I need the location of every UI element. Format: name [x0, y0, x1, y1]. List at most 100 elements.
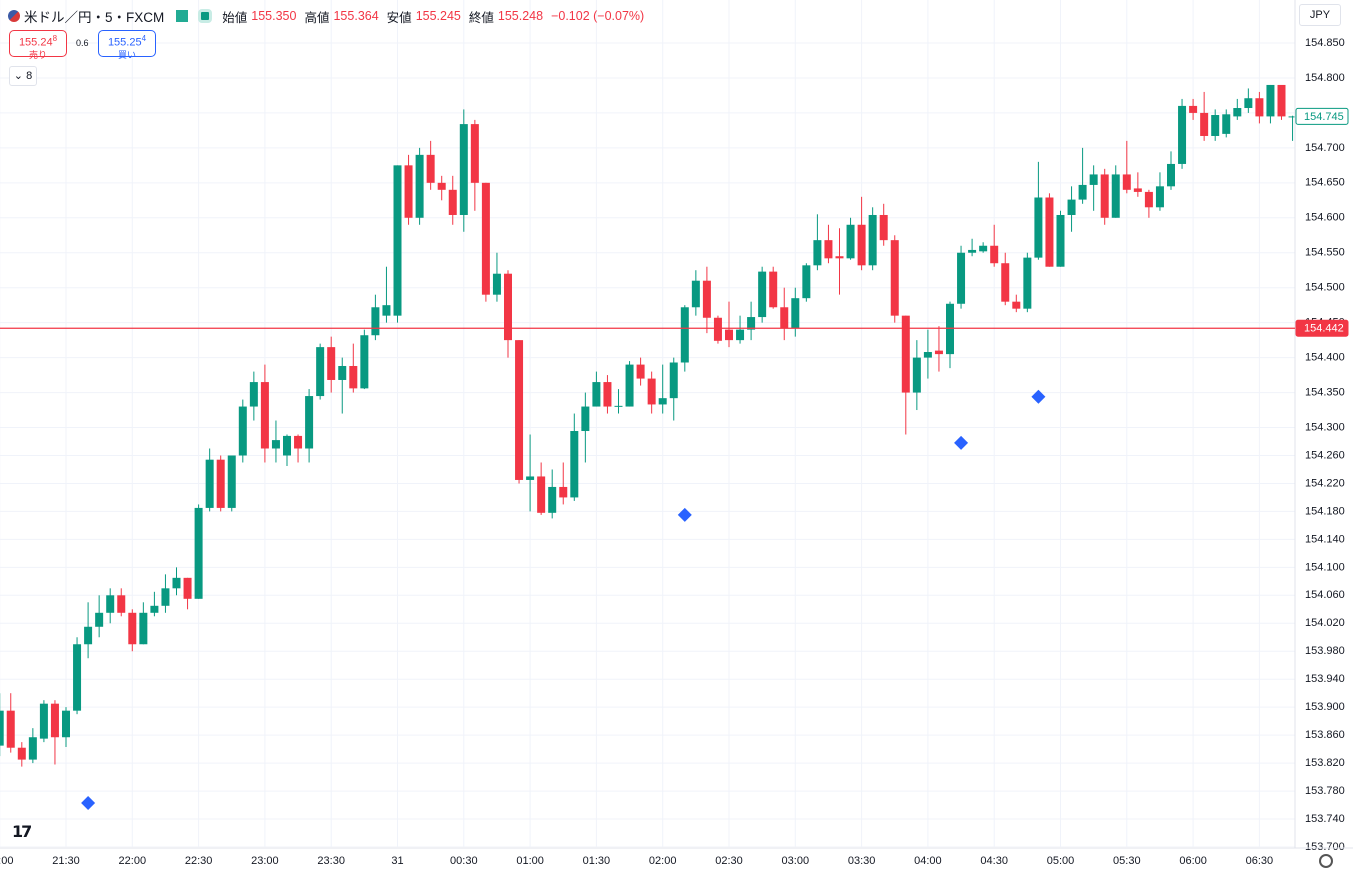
candle-body	[492, 273, 501, 295]
candle-body	[50, 703, 59, 738]
candle-body	[780, 307, 789, 329]
signal-marker	[954, 435, 969, 450]
x-tick-label: 04:30	[980, 855, 1008, 867]
candle-body	[459, 124, 468, 215]
currency-button[interactable]: JPY	[1299, 4, 1341, 26]
candle-body	[990, 245, 999, 264]
candle-body	[150, 605, 159, 613]
sell-label: 売り	[28, 49, 47, 60]
y-tick-label: 154.700	[1305, 142, 1345, 154]
y-tick-label: 154.350	[1305, 386, 1345, 398]
tv-logo: 17	[12, 822, 32, 841]
candle-body	[0, 710, 4, 746]
candle-body	[968, 249, 977, 253]
candle-body	[526, 476, 535, 480]
candle-body	[570, 431, 579, 498]
open-label: 始値	[222, 10, 248, 25]
candle-body	[515, 340, 524, 480]
candle-body	[1167, 163, 1175, 187]
candle-body	[371, 307, 380, 336]
y-tick-label: 154.550	[1305, 247, 1345, 259]
symbol[interactable]: 米ドル／円・5・FXCM	[24, 10, 165, 25]
candle-body	[1144, 191, 1153, 208]
x-tick-label: 05:00	[1047, 855, 1075, 867]
candle-body	[614, 405, 623, 407]
x-tick-label: 05:30	[1113, 855, 1141, 867]
candle-body	[559, 486, 568, 498]
candle-body	[581, 406, 590, 432]
y-tick-label: 153.740	[1305, 813, 1345, 825]
candle-body	[736, 329, 745, 341]
candle-body	[548, 486, 557, 513]
price-tag	[1295, 319, 1349, 337]
candle-body	[802, 265, 811, 299]
candle-body	[1078, 184, 1087, 200]
x-tick-label: 03:30	[848, 855, 876, 867]
y-tick-label: 153.820	[1305, 757, 1345, 769]
candle-body	[1244, 98, 1253, 109]
candle-body	[470, 124, 479, 183]
signal-marker	[677, 507, 692, 522]
y-tick-label: 154.020	[1305, 617, 1345, 629]
y-tick-label: 154.260	[1305, 449, 1345, 461]
candle-body	[1211, 115, 1220, 136]
candle-body	[946, 303, 954, 355]
candle-body	[448, 189, 457, 215]
candle-body	[1178, 105, 1187, 164]
plot	[0, 0, 1295, 847]
sell-pip: 8	[52, 34, 58, 43]
settings-icon[interactable]	[1319, 854, 1333, 868]
candle-body	[912, 357, 921, 393]
candle-body	[1288, 116, 1295, 118]
candle-body	[1023, 257, 1032, 309]
spread: 0.6	[76, 38, 89, 48]
candle-body	[1100, 174, 1109, 218]
y-tick-label: 153.860	[1305, 729, 1345, 741]
candle-body	[238, 406, 247, 456]
candle-body	[172, 577, 181, 589]
candle-body	[890, 240, 899, 316]
candle-body	[1277, 84, 1286, 117]
candle-body	[669, 362, 678, 399]
y-tick-label: 154.060	[1305, 589, 1345, 601]
candle-body	[868, 214, 877, 266]
legend-row: 米ドル／円・5・FXCM 始値 155.350 高値 155.364 安値 155.2…	[8, 6, 644, 26]
candle-body	[537, 476, 546, 513]
candle-body	[791, 298, 800, 329]
candle-body	[647, 378, 656, 405]
candle-body	[504, 273, 512, 341]
candle-body	[106, 595, 115, 613]
indicator-toggle[interactable]: ⌄ 8	[9, 66, 37, 86]
candle-body	[415, 154, 424, 218]
sell-button[interactable]: 155.248 売り	[9, 30, 67, 60]
candle-body	[1222, 114, 1231, 134]
price-tag	[1295, 107, 1349, 125]
candle-body	[404, 165, 413, 218]
candle-body	[636, 364, 645, 379]
buy-pip: 4	[141, 34, 147, 43]
candle-body	[901, 315, 910, 393]
buy-button[interactable]: 155.254 買い	[98, 30, 156, 60]
candle-body	[1001, 263, 1010, 302]
flag-icon	[8, 10, 20, 22]
x-tick-label: 23:30	[317, 855, 345, 867]
candle-body	[17, 747, 26, 760]
candle-body	[84, 626, 93, 645]
y-tick-label: 154.650	[1305, 177, 1345, 189]
candle-body	[294, 435, 303, 449]
x-tick-label: 02:30	[715, 855, 743, 867]
candle-body	[835, 256, 844, 259]
candle-body	[73, 644, 82, 711]
candle-body	[592, 382, 601, 407]
y-tick-label: 154.500	[1305, 282, 1345, 294]
candle-body	[426, 154, 435, 183]
y-tick-label: 154.800	[1305, 72, 1345, 84]
y-tick-label: 153.940	[1305, 673, 1345, 685]
candle-body	[846, 224, 855, 259]
candle-body	[680, 307, 689, 363]
x-tick-label: 21:00	[0, 855, 13, 867]
candle-body	[725, 329, 733, 341]
candle-body	[194, 507, 203, 599]
candle-body	[603, 382, 612, 407]
